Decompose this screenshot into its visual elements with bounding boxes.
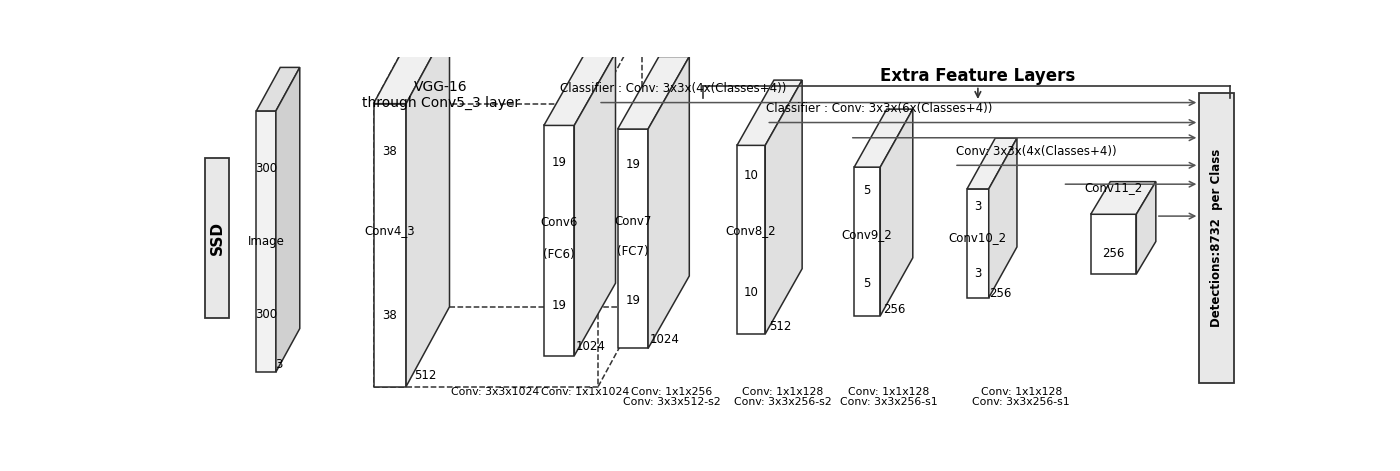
Text: 256: 256 bbox=[990, 287, 1012, 300]
Text: 300: 300 bbox=[255, 162, 277, 175]
Polygon shape bbox=[406, 24, 449, 387]
Text: Conv: 1x1x128: Conv: 1x1x128 bbox=[980, 387, 1063, 397]
Text: Conv: 3x3x512-s2: Conv: 3x3x512-s2 bbox=[623, 397, 721, 407]
Text: 1024: 1024 bbox=[650, 333, 680, 346]
Text: 5: 5 bbox=[864, 276, 871, 290]
Text: Conv: 3x3x256-s1: Conv: 3x3x256-s1 bbox=[840, 397, 938, 407]
Polygon shape bbox=[967, 138, 1016, 189]
FancyBboxPatch shape bbox=[206, 158, 230, 317]
Text: Conv11_2: Conv11_2 bbox=[1085, 181, 1142, 195]
Polygon shape bbox=[374, 24, 449, 104]
Text: Conv: 1x1x128: Conv: 1x1x128 bbox=[742, 387, 823, 397]
Text: 10: 10 bbox=[743, 169, 759, 182]
Text: 19: 19 bbox=[552, 299, 567, 311]
Polygon shape bbox=[1091, 182, 1156, 214]
Polygon shape bbox=[648, 57, 689, 349]
Text: Conv9_2: Conv9_2 bbox=[841, 227, 893, 241]
Polygon shape bbox=[574, 53, 616, 356]
Polygon shape bbox=[374, 104, 406, 387]
Polygon shape bbox=[766, 80, 802, 334]
Polygon shape bbox=[256, 67, 300, 111]
Text: Conv4_3: Conv4_3 bbox=[364, 225, 416, 237]
Text: 1024: 1024 bbox=[575, 340, 606, 353]
Text: Conv: 1x1x1024: Conv: 1x1x1024 bbox=[540, 387, 629, 397]
Text: (FC6): (FC6) bbox=[543, 248, 575, 261]
Polygon shape bbox=[736, 80, 802, 146]
Polygon shape bbox=[988, 138, 1016, 298]
Text: SSD: SSD bbox=[210, 221, 225, 255]
Text: Conv: 3x3x256-s2: Conv: 3x3x256-s2 bbox=[734, 397, 832, 407]
Polygon shape bbox=[967, 189, 988, 298]
Polygon shape bbox=[1091, 214, 1137, 274]
Polygon shape bbox=[256, 111, 276, 372]
Text: 19: 19 bbox=[552, 156, 567, 169]
Text: 5: 5 bbox=[864, 185, 871, 197]
Text: 3: 3 bbox=[974, 267, 981, 280]
Text: Conv: 3x3x1024: Conv: 3x3x1024 bbox=[451, 387, 539, 397]
Text: Conv10_2: Conv10_2 bbox=[949, 231, 1007, 244]
Text: Conv: 1x1x256: Conv: 1x1x256 bbox=[631, 387, 713, 397]
Text: Conv: 3x3x(4x(Classes+4)): Conv: 3x3x(4x(Classes+4)) bbox=[956, 145, 1117, 158]
Text: 38: 38 bbox=[382, 145, 398, 158]
Polygon shape bbox=[545, 53, 616, 125]
Polygon shape bbox=[881, 109, 913, 316]
Polygon shape bbox=[854, 167, 881, 316]
Text: 19: 19 bbox=[626, 158, 640, 171]
Polygon shape bbox=[617, 129, 648, 349]
Text: VGG-16
through Conv5_3 layer: VGG-16 through Conv5_3 layer bbox=[361, 80, 519, 110]
FancyBboxPatch shape bbox=[1200, 93, 1233, 383]
Text: 3: 3 bbox=[276, 357, 283, 371]
Polygon shape bbox=[1137, 182, 1156, 274]
Polygon shape bbox=[854, 109, 913, 167]
Text: Conv: 1x1x128: Conv: 1x1x128 bbox=[848, 387, 930, 397]
Text: 3: 3 bbox=[974, 200, 981, 213]
Text: 512: 512 bbox=[414, 369, 437, 382]
Polygon shape bbox=[736, 146, 766, 334]
Text: 256: 256 bbox=[1102, 247, 1124, 260]
Text: Conv6: Conv6 bbox=[540, 216, 578, 228]
Text: 10: 10 bbox=[743, 286, 759, 299]
Text: 38: 38 bbox=[382, 309, 398, 322]
Text: Detections:8732  per Class: Detections:8732 per Class bbox=[1210, 149, 1224, 327]
Text: Conv8_2: Conv8_2 bbox=[725, 224, 777, 237]
Polygon shape bbox=[276, 67, 300, 372]
Polygon shape bbox=[545, 125, 574, 356]
Text: Conv: 3x3x256-s1: Conv: 3x3x256-s1 bbox=[973, 397, 1070, 407]
Polygon shape bbox=[617, 57, 689, 129]
Text: 19: 19 bbox=[626, 294, 640, 307]
Text: Classifier : Conv: 3x3x(6x(Classes+4)): Classifier : Conv: 3x3x(6x(Classes+4)) bbox=[766, 102, 993, 115]
Text: 512: 512 bbox=[770, 320, 792, 333]
Text: Extra Feature Layers: Extra Feature Layers bbox=[881, 67, 1075, 85]
Text: Image: Image bbox=[248, 235, 284, 248]
Text: 256: 256 bbox=[883, 303, 906, 317]
Text: Conv7: Conv7 bbox=[615, 215, 651, 227]
Text: Classifier : Conv: 3x3x(4x(Classes+4)): Classifier : Conv: 3x3x(4x(Classes+4)) bbox=[560, 81, 787, 95]
Text: 300: 300 bbox=[255, 308, 277, 321]
Text: (FC7): (FC7) bbox=[617, 245, 648, 259]
